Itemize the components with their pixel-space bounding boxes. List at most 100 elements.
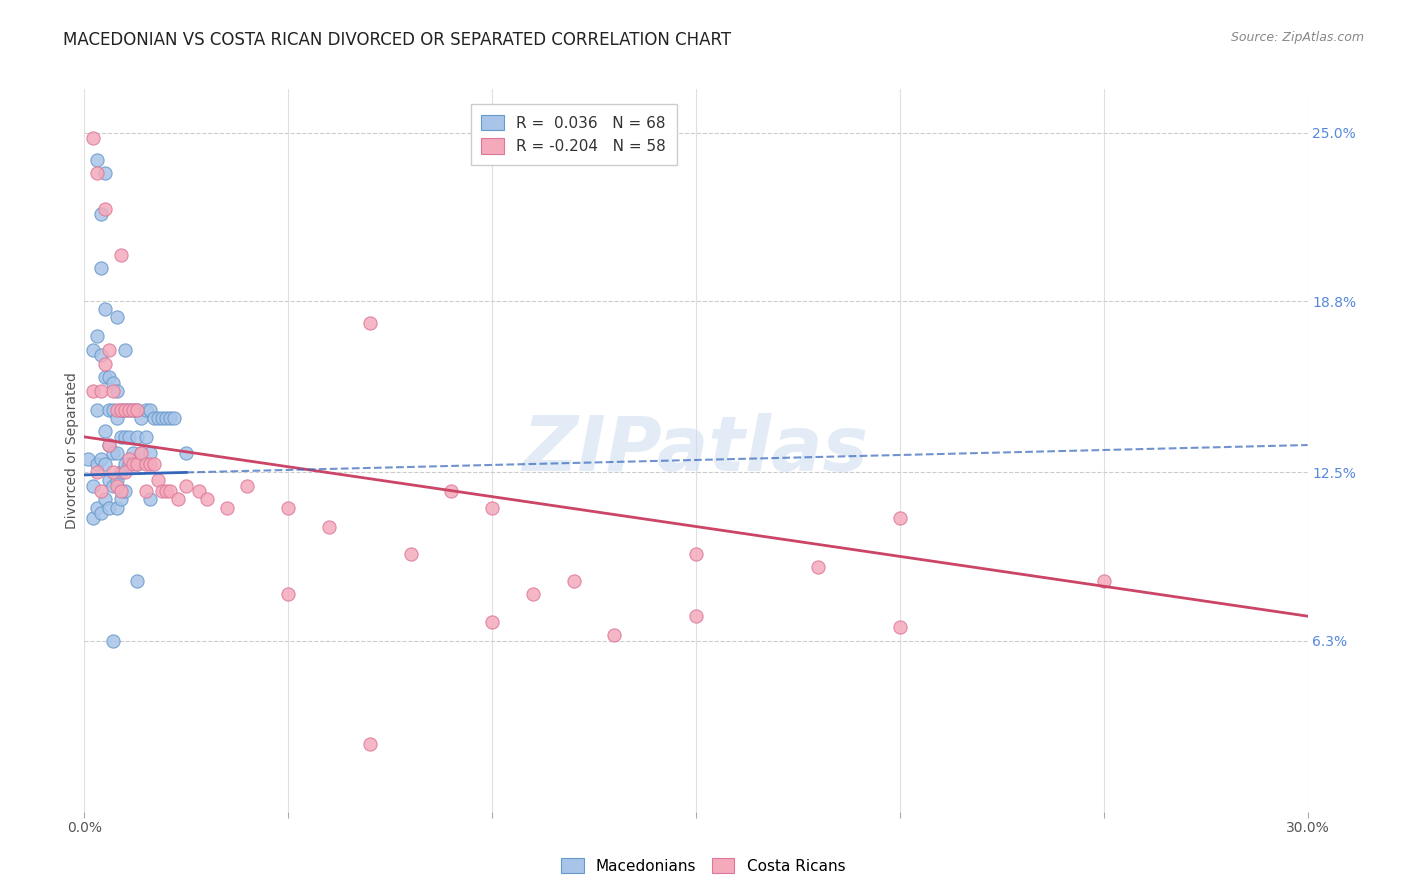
Point [90,207,112,221]
Point [122,402,145,417]
Point [236,479,259,493]
Point [93,166,115,180]
Point [118,451,141,466]
Point [131,446,153,460]
Point [127,402,149,417]
Point [93,425,115,439]
Point [90,348,112,362]
Point [807,560,830,574]
Point [118,402,141,417]
Point [118,457,141,471]
Point [101,633,124,648]
Legend: Macedonians, Costa Ricans: Macedonians, Costa Ricans [554,852,852,880]
Point [77,451,100,466]
Point [114,402,136,417]
Point [101,465,124,479]
Point [138,492,160,507]
Point [110,402,132,417]
Point [1092,574,1115,588]
Point [101,402,124,417]
Point [97,500,120,515]
Point [82,343,104,357]
Point [97,438,120,452]
Point [127,402,149,417]
Point [90,484,112,499]
Point [142,457,165,471]
Point [97,438,120,452]
Point [146,473,169,487]
Point [105,384,128,398]
Point [122,402,145,417]
Point [93,370,115,384]
Point [105,500,128,515]
Point [318,519,340,533]
Point [114,430,136,444]
Point [127,457,149,471]
Point [217,500,239,515]
Point [440,484,463,499]
Point [359,737,381,751]
Point [101,446,124,460]
Point [90,506,112,520]
Point [159,410,181,425]
Point [138,457,160,471]
Point [187,484,209,499]
Point [86,153,108,167]
Point [277,587,299,601]
Point [90,384,112,398]
Point [114,402,136,417]
Point [105,473,128,487]
Point [105,446,128,460]
Point [685,609,707,624]
Point [138,446,160,460]
Point [159,484,181,499]
Point [131,410,153,425]
Point [399,547,422,561]
Point [101,384,124,398]
Point [101,376,124,390]
Point [122,446,145,460]
Point [82,479,104,493]
Point [105,479,128,493]
Point [150,410,173,425]
Point [127,430,149,444]
Point [90,261,112,276]
Point [110,484,132,499]
Point [127,574,149,588]
Point [522,587,544,601]
Point [86,465,108,479]
Point [142,410,165,425]
Point [135,484,157,499]
Point [82,511,104,525]
Point [685,547,707,561]
Point [114,457,136,471]
Point [163,410,186,425]
Point [195,492,218,507]
Point [97,370,120,384]
Point [889,620,911,634]
Point [150,484,173,499]
Point [118,430,141,444]
Point [155,410,177,425]
Point [110,248,132,262]
Point [86,500,108,515]
Point [481,615,503,629]
Point [101,479,124,493]
Point [97,402,120,417]
Point [86,329,108,343]
Point [118,402,141,417]
Point [90,451,112,466]
Point [93,302,115,317]
Point [114,343,136,357]
Point [110,492,132,507]
Point [93,492,115,507]
Point [105,310,128,325]
Point [359,316,381,330]
Point [122,457,145,471]
Point [86,457,108,471]
Point [174,446,197,460]
Point [86,402,108,417]
Y-axis label: Divorced or Separated: Divorced or Separated [65,372,79,529]
Point [127,457,149,471]
Point [114,484,136,499]
